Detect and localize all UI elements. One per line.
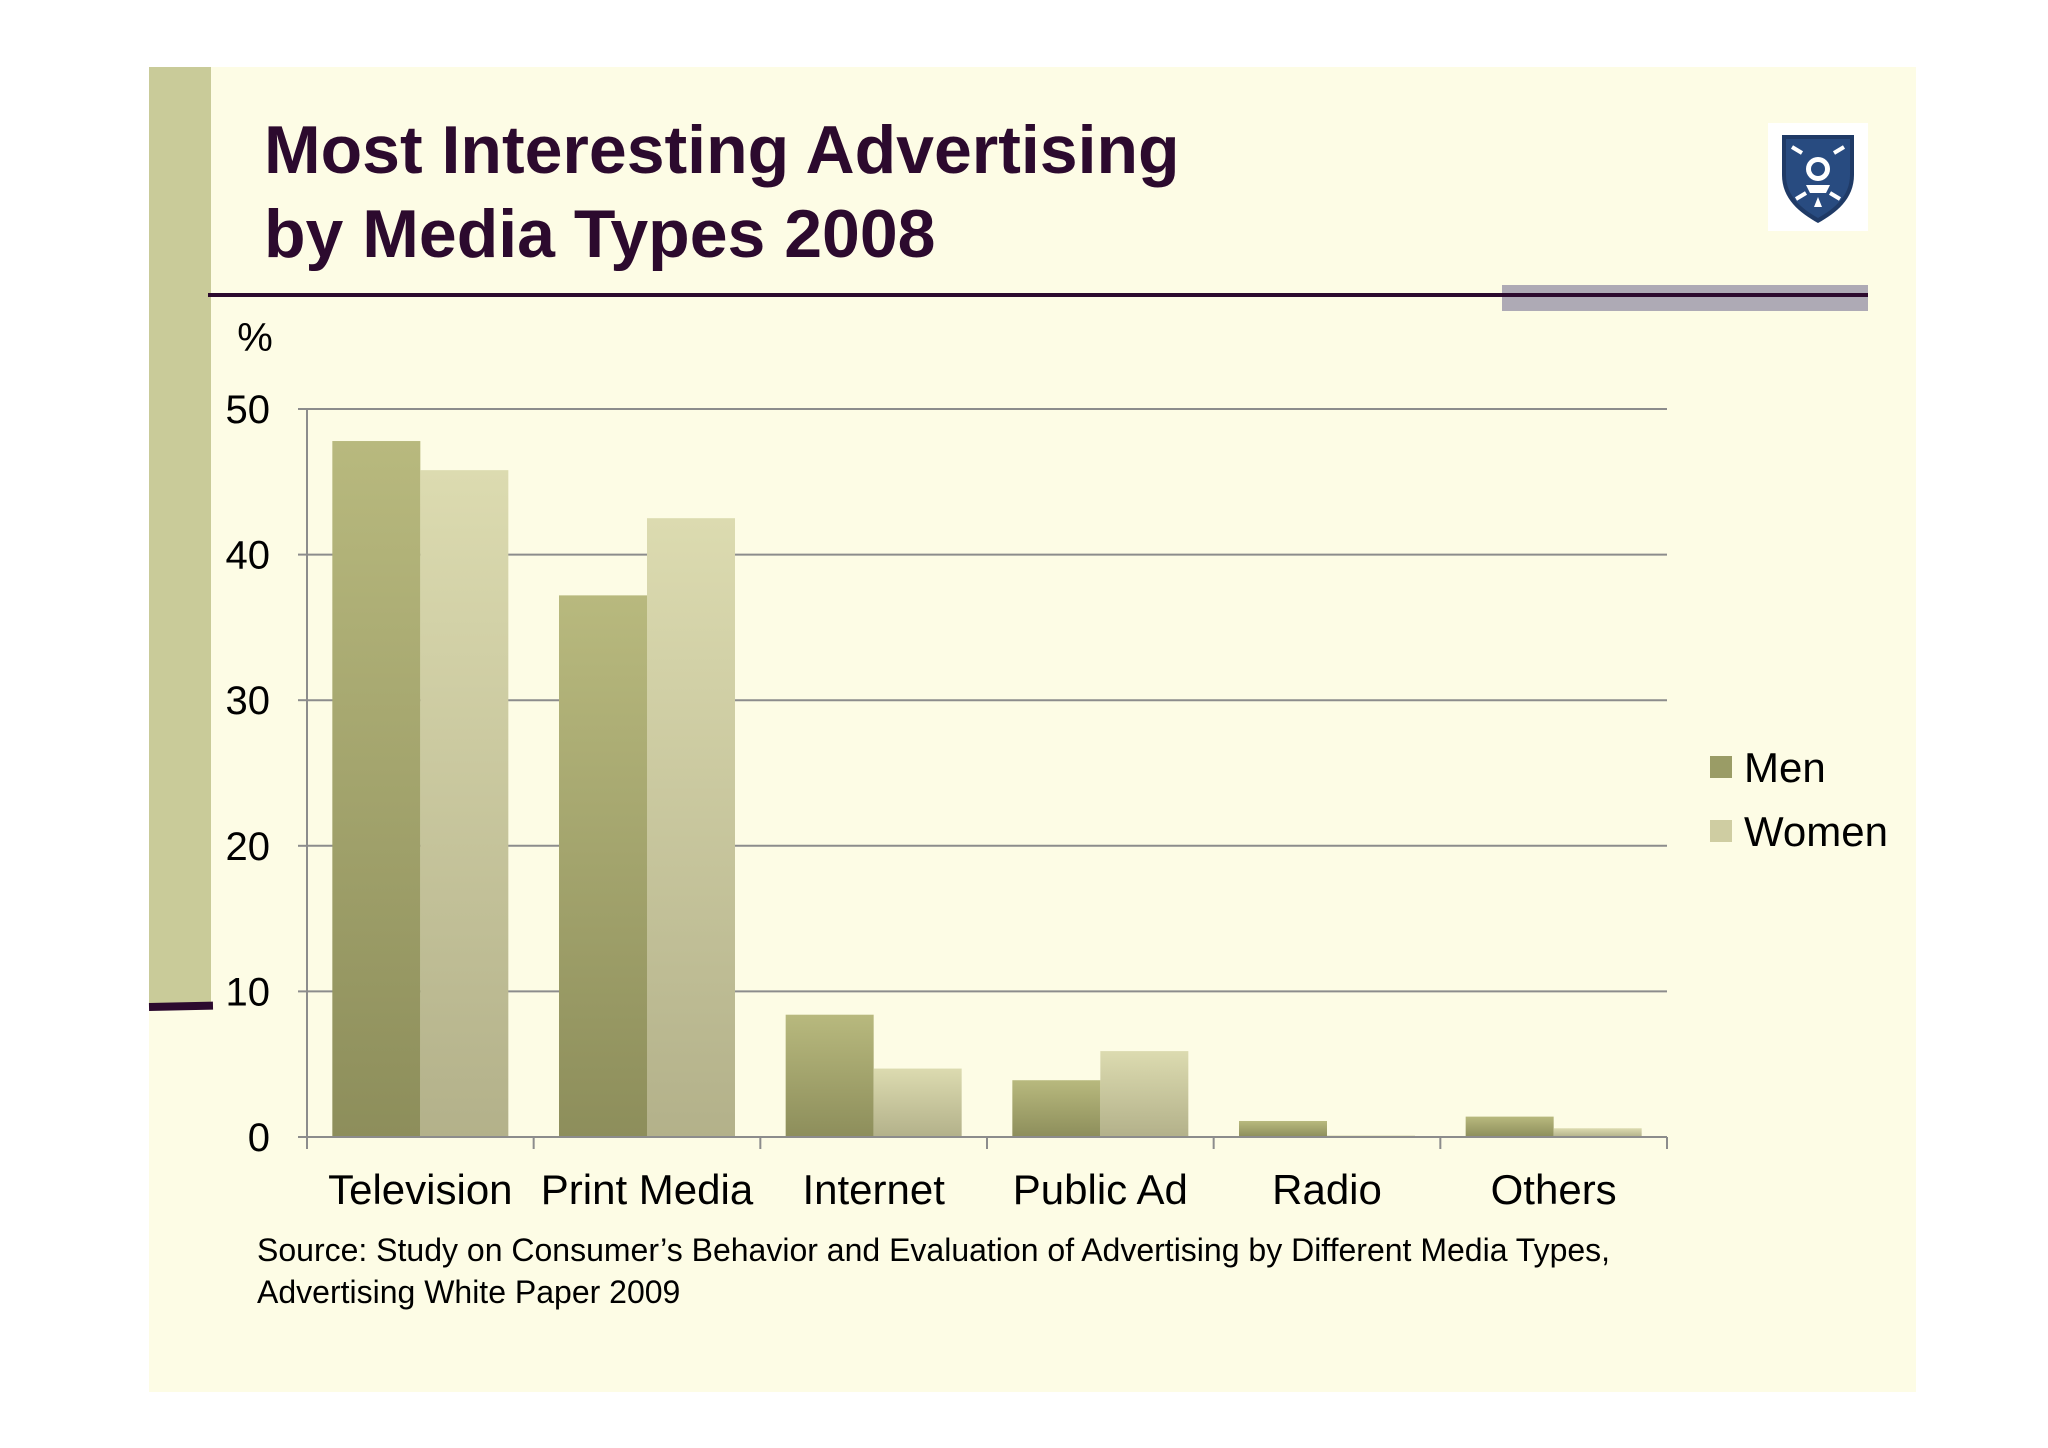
x-category-label: Radio bbox=[1272, 1166, 1382, 1213]
y-axis-label: % bbox=[237, 316, 273, 360]
y-tick-label: 40 bbox=[226, 534, 271, 578]
bar-men-radio bbox=[1239, 1120, 1327, 1137]
title-rule-shadow bbox=[1502, 285, 1868, 311]
bar-men-print-media bbox=[559, 595, 647, 1137]
source-note: Source: Study on Consumer’s Behavior and… bbox=[257, 1232, 1611, 1310]
title-rule bbox=[208, 293, 1868, 297]
legend-label-men: Men bbox=[1744, 744, 1826, 791]
title-rule-right bbox=[1502, 293, 1868, 297]
bar-women-public-ad bbox=[1100, 1051, 1189, 1137]
legend-swatch-men bbox=[1710, 756, 1732, 778]
bar-men-public-ad bbox=[1012, 1080, 1101, 1137]
x-category-labels: Television Print Media Internet Public Ad Ra… bbox=[328, 1166, 1617, 1213]
y-tick-label: 0 bbox=[248, 1116, 270, 1160]
x-category-label: Public Ad bbox=[1013, 1166, 1188, 1213]
title-line-2: by Media Types 2008 bbox=[264, 196, 936, 272]
y-tick-label: 30 bbox=[226, 679, 271, 723]
legend-swatch-women bbox=[1710, 820, 1732, 842]
bar-women-internet bbox=[873, 1068, 962, 1137]
axes bbox=[306, 409, 1668, 1149]
bar-men-television bbox=[332, 441, 421, 1138]
y-tick-label: 50 bbox=[226, 388, 271, 432]
slide-title: Most Interesting Advertising by Media Ty… bbox=[264, 108, 1180, 276]
bars bbox=[332, 441, 1642, 1138]
x-category-label: Print Media bbox=[541, 1166, 754, 1213]
y-tick-label: 20 bbox=[226, 825, 271, 869]
left-accent-bar bbox=[149, 67, 211, 1005]
shield-crest-icon bbox=[1782, 135, 1854, 223]
bar-men-internet bbox=[785, 1014, 874, 1137]
bar-men-others bbox=[1465, 1116, 1554, 1137]
bar-women-others bbox=[1553, 1128, 1642, 1137]
gridlines bbox=[298, 408, 1667, 1138]
y-tick-labels: 0 10 20 30 40 50 bbox=[226, 388, 271, 1160]
legend-label-women: Women bbox=[1744, 808, 1888, 855]
bar-women-print-media bbox=[647, 518, 735, 1137]
bar-women-television bbox=[420, 470, 509, 1138]
x-category-label: Television bbox=[328, 1166, 512, 1213]
x-category-label: Others bbox=[1491, 1166, 1617, 1213]
y-tick-label: 10 bbox=[226, 970, 271, 1014]
university-logo bbox=[1768, 123, 1868, 231]
x-category-label: Internet bbox=[802, 1166, 945, 1213]
title-line-1: Most Interesting Advertising bbox=[264, 112, 1180, 188]
legend: Men Women bbox=[1710, 744, 1888, 855]
